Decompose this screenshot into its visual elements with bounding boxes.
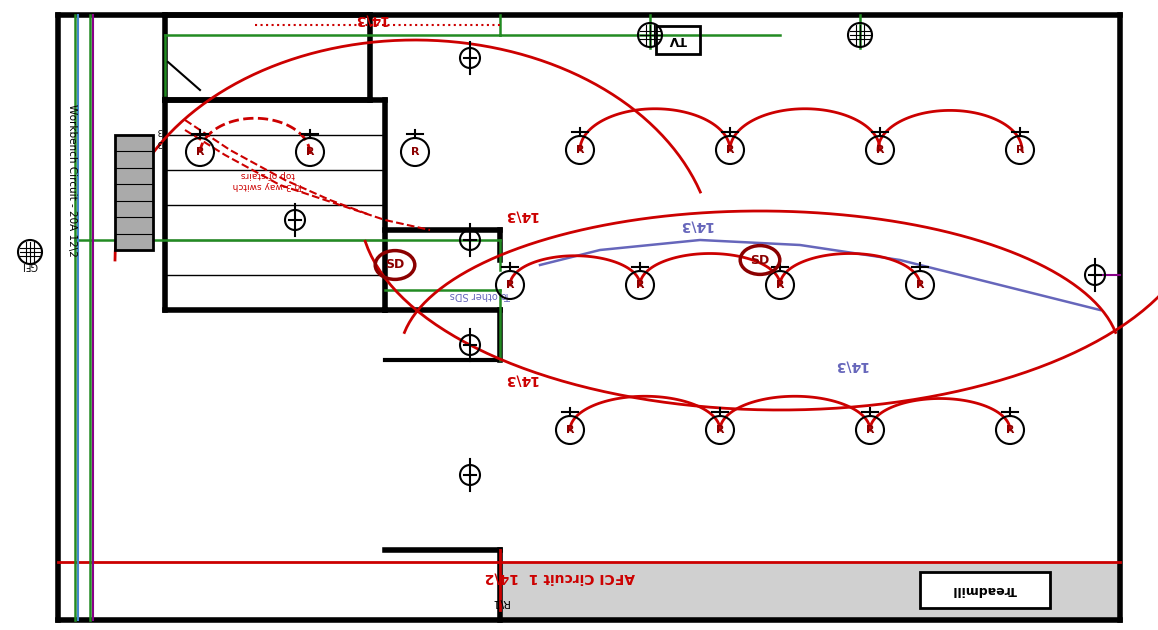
Text: R: R: [576, 145, 585, 155]
Text: 3: 3: [157, 137, 162, 147]
Text: SD: SD: [386, 258, 404, 272]
Text: 3: 3: [157, 125, 162, 134]
Text: SD: SD: [750, 253, 770, 266]
Bar: [655, 26, 699, 54]
Text: TV: TV: [669, 33, 687, 47]
Text: 14\3: 14\3: [503, 373, 537, 387]
Text: AFCI Circuit 1  14\2: AFCI Circuit 1 14\2: [485, 571, 636, 585]
Text: R: R: [306, 147, 314, 157]
Text: To 3-way switch
top of stairs: To 3-way switch top of stairs: [233, 170, 303, 190]
Text: R: R: [506, 280, 514, 290]
Text: R\1: R\1: [491, 597, 510, 607]
Text: R: R: [196, 147, 204, 157]
Bar: [115, 135, 153, 250]
Text: R: R: [411, 147, 419, 157]
Text: R: R: [1016, 145, 1024, 155]
Text: R: R: [1006, 425, 1014, 435]
Text: R: R: [726, 145, 734, 155]
Text: GFI: GFI: [22, 260, 38, 270]
Text: To other SDs: To other SDs: [449, 290, 511, 300]
Text: R: R: [716, 425, 724, 435]
Text: R: R: [866, 425, 874, 435]
Text: Workbench Circuit - 20A 12\2: Workbench Circuit - 20A 12\2: [67, 103, 76, 256]
Text: R: R: [566, 425, 574, 435]
Text: R: R: [636, 280, 644, 290]
Text: 14\3: 14\3: [833, 358, 867, 372]
Text: R: R: [776, 280, 784, 290]
Text: 14\3: 14\3: [503, 208, 537, 222]
Text: Treadmill: Treadmill: [953, 583, 1018, 597]
Text: R: R: [875, 145, 885, 155]
Bar: [500, 562, 1120, 620]
Text: 14\3: 14\3: [677, 218, 712, 232]
Bar: [919, 572, 1050, 608]
Text: 14\3: 14\3: [353, 13, 387, 27]
Text: R: R: [916, 280, 924, 290]
